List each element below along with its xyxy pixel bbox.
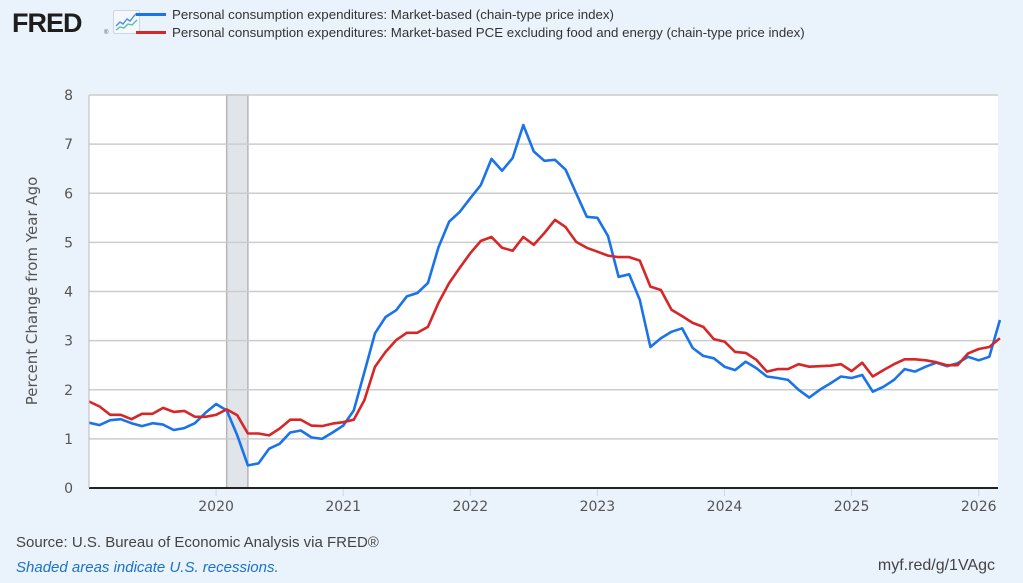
x-tick-label: 2026 [961,499,997,515]
legend-label: Personal consumption expenditures: Marke… [172,24,805,40]
source-text: Source: U.S. Bureau of Economic Analysis… [16,534,379,551]
legend-swatch-red [136,30,166,34]
x-tick-label: 2020 [198,499,234,515]
y-tick-label: 2 [64,383,73,399]
y-tick-label: 4 [64,285,73,301]
y-tick-label: 8 [64,88,73,104]
series-line-pce [88,123,1002,467]
y-tick-label: 7 [64,137,73,153]
y-axis-title: Percent Change from Year Ago [23,177,41,406]
y-tick-label: 5 [64,235,73,251]
legend-label: Personal consumption expenditures: Marke… [172,6,614,22]
recession-note[interactable]: Shaded areas indicate U.S. recessions. [16,559,279,576]
legend-item-pce[interactable]: Personal consumption expenditures: Marke… [136,5,805,23]
legend: Personal consumption expenditures: Marke… [136,5,805,41]
x-tick-label: 2025 [834,499,870,515]
fred-logo[interactable]: FRED [12,8,82,38]
y-tick-label: 3 [64,334,73,350]
series-line-core-pce [88,218,1001,437]
line-chart-icon [113,10,140,34]
registered-mark: ® [104,30,109,36]
x-tick-label: 2024 [707,499,743,515]
legend-swatch-blue [136,12,166,16]
x-tick-label: 2022 [452,499,488,515]
x-tick-label: 2023 [580,499,616,515]
y-tick-label: 0 [64,481,73,497]
y-tick-label: 6 [64,186,73,202]
y-tick-label: 1 [64,432,73,448]
legend-item-core-pce[interactable]: Personal consumption expenditures: Marke… [136,23,805,41]
x-tick-label: 2021 [325,499,361,515]
short-link[interactable]: myf.red/g/1VAgc [877,557,995,574]
